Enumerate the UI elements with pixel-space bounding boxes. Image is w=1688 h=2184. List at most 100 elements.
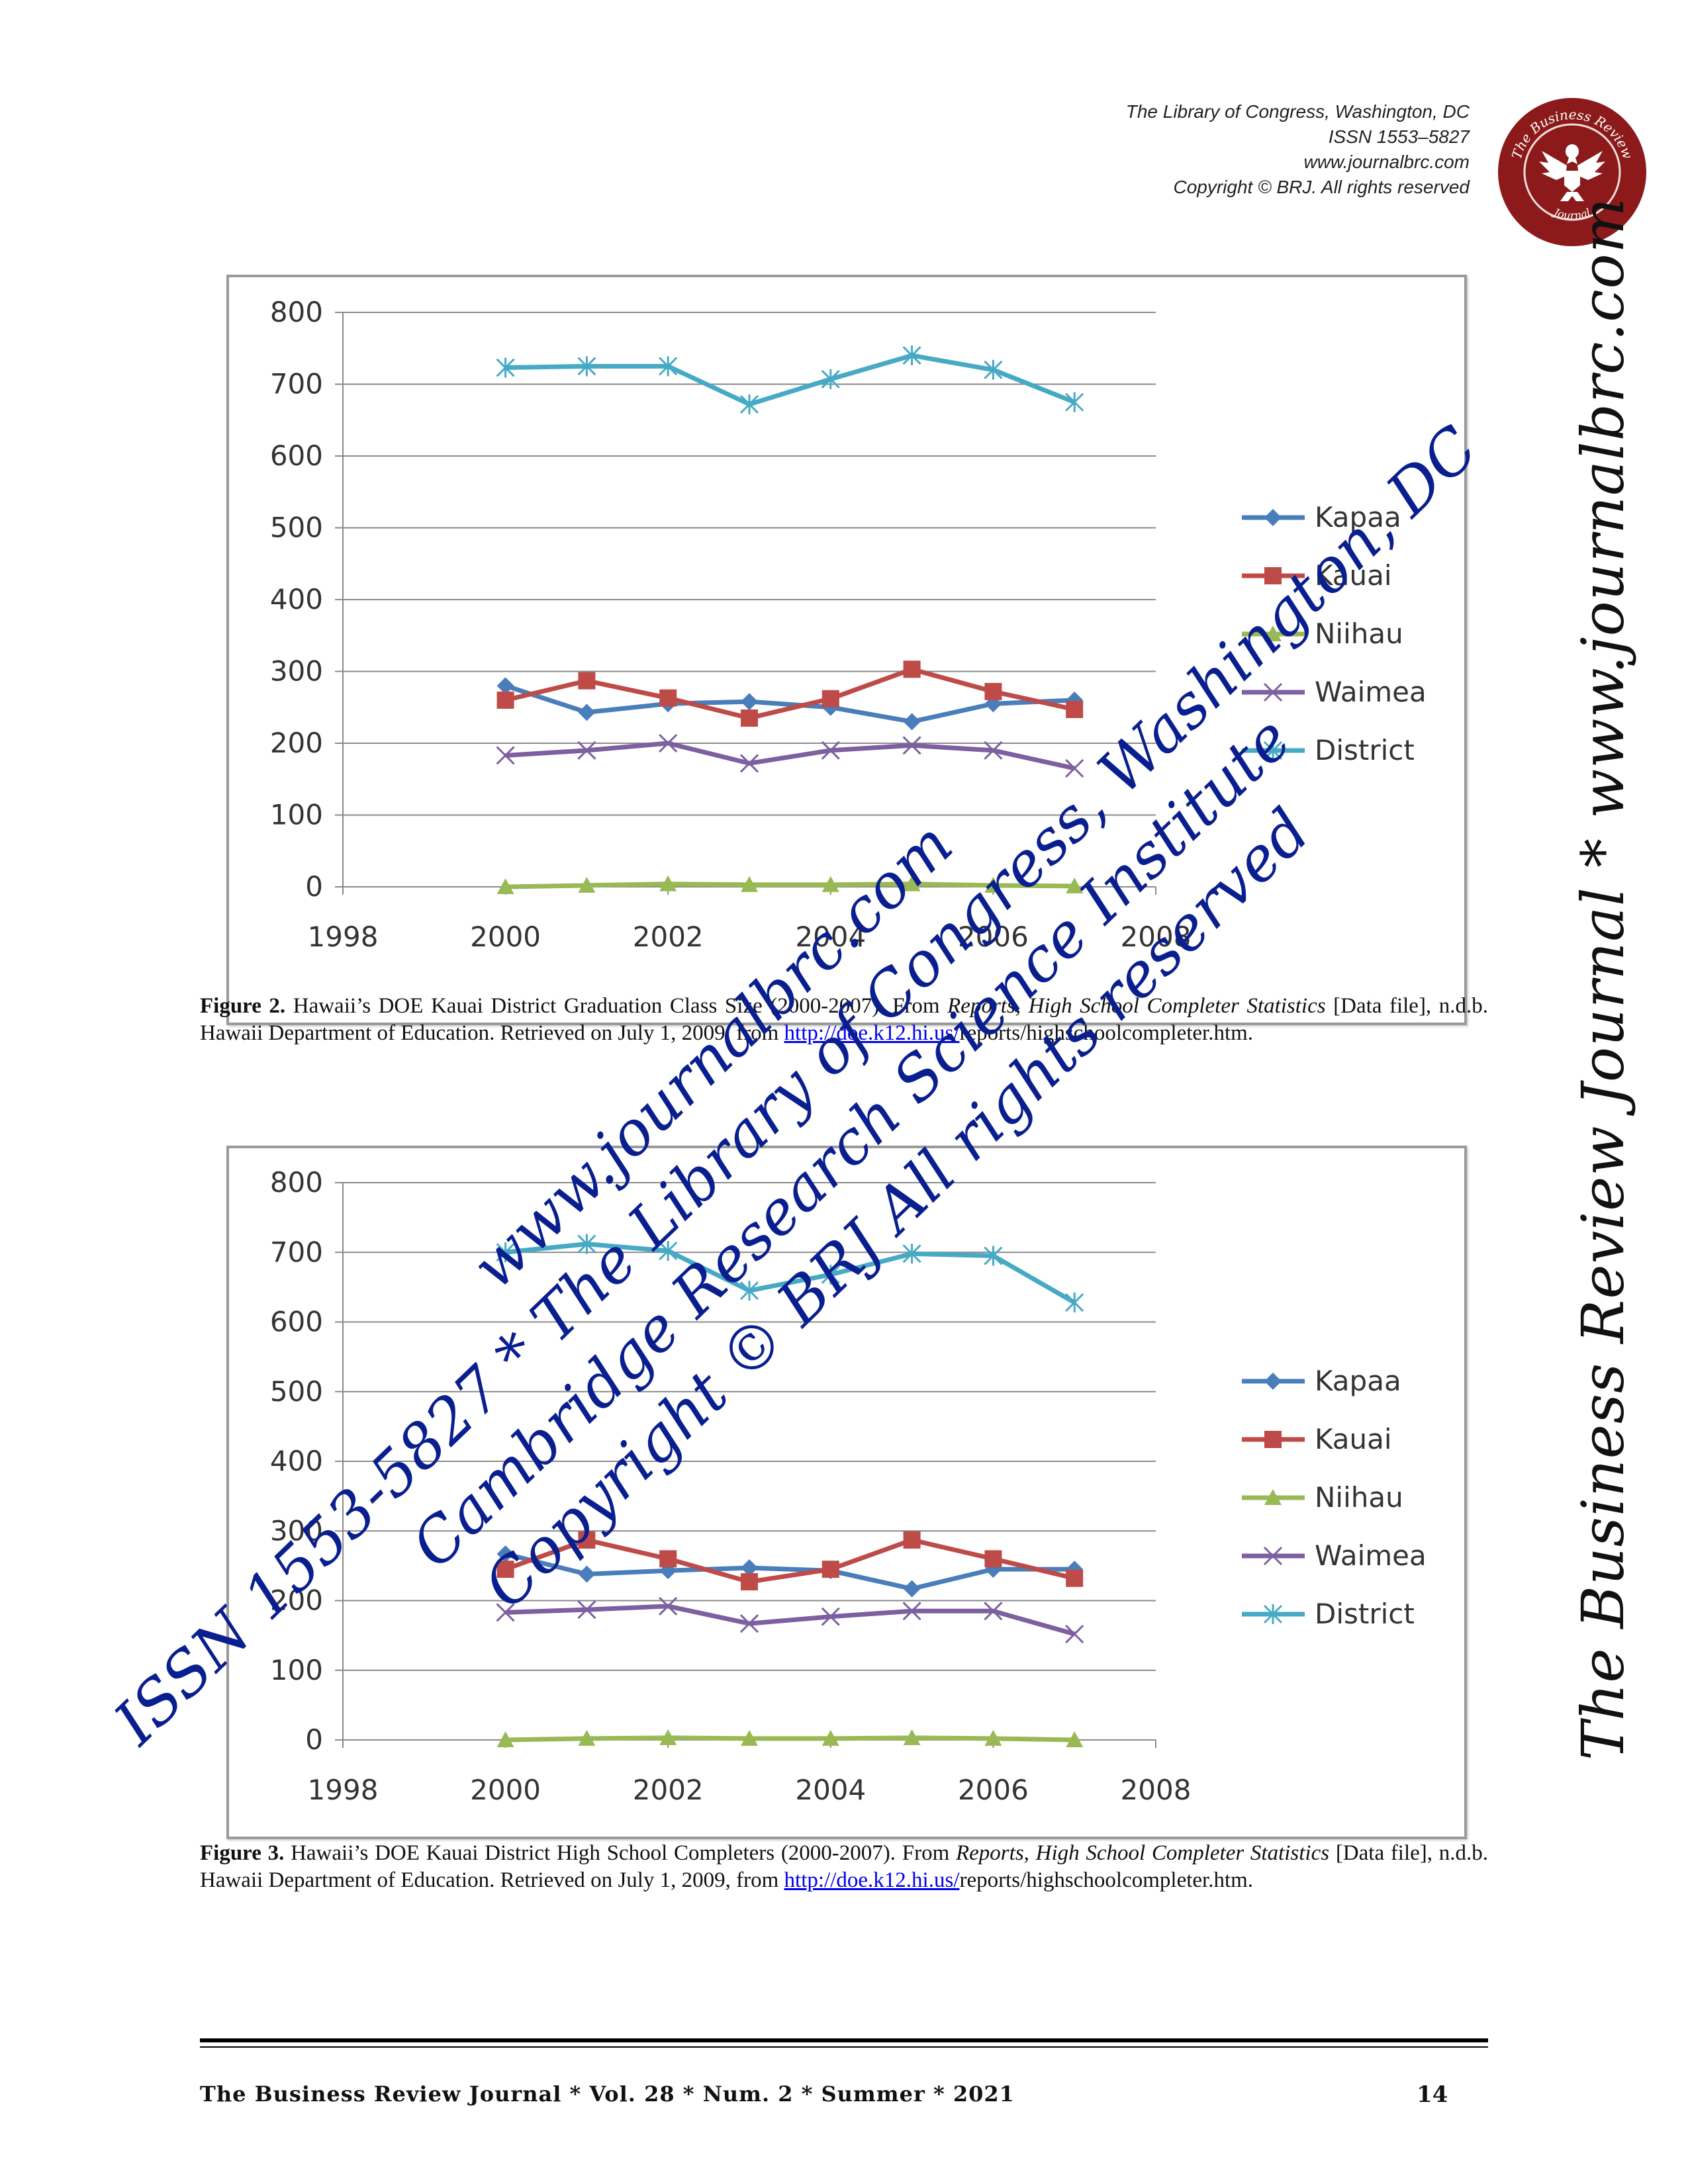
chart1-series-kapaa-point bbox=[578, 704, 596, 721]
chart2-ytick-label: 400 bbox=[270, 1445, 323, 1477]
chart1-ytick-label: 0 bbox=[305, 870, 323, 903]
chart2-series-kauai-point bbox=[741, 1573, 758, 1591]
chart1-series-niihau-point bbox=[496, 878, 514, 894]
chart2-legend-kapaa-marker bbox=[1264, 1373, 1282, 1390]
chart2-series-district-point bbox=[496, 1242, 515, 1263]
footer-rule-thick bbox=[200, 2038, 1488, 2042]
chart2-series-niihau-point bbox=[984, 1729, 1002, 1746]
chart2-series-waimea-point bbox=[739, 1614, 759, 1633]
chart2-series-district-point bbox=[659, 1241, 678, 1261]
chart2-series-district-point bbox=[821, 1264, 840, 1285]
chart2-series-kapaa-point bbox=[741, 1559, 758, 1577]
chart1-series-kauai-point bbox=[496, 691, 514, 709]
chart1-xtick-label: 2006 bbox=[958, 921, 1029, 953]
chart2-xtick-label: 2008 bbox=[1121, 1774, 1192, 1806]
chart1-series-district-point bbox=[577, 356, 596, 377]
chart1-series-district-line bbox=[505, 353, 1076, 407]
chart2-series-kauai-point bbox=[984, 1550, 1002, 1568]
chart1-series-kauai-point bbox=[659, 689, 677, 707]
figure-2-source-link[interactable]: http://doe.k12.hi.us/ bbox=[784, 1021, 960, 1045]
chart2-series-waimea-line bbox=[505, 1604, 1076, 1637]
chart2-xtick-label: 1998 bbox=[308, 1774, 379, 1806]
chart1-series-kapaa-point bbox=[741, 693, 758, 711]
chart1-series-waimea-point bbox=[821, 741, 840, 760]
chart1-series-niihau-point bbox=[984, 876, 1002, 893]
chart1-legend-district-marker bbox=[1263, 741, 1283, 760]
figure-3-caption-rest: [Data file], n.d.b. Hawaii Department of… bbox=[200, 1841, 1488, 1892]
figure-2-line-chart: 0 100 200 300 400 500 600 700 800 1998 2000 2002 200… bbox=[270, 296, 1427, 953]
side-journal-banner: The Business Review Journal * www.journa… bbox=[1569, 197, 1637, 1760]
chart2-series-waimea-point bbox=[902, 1602, 921, 1621]
chart2-legend-waimea-marker bbox=[1263, 1546, 1283, 1566]
chart1-ytick-label: 700 bbox=[270, 368, 323, 400]
header-issn: ISSN 1553–5827 bbox=[1328, 126, 1470, 147]
chart1-legend-district-label: District bbox=[1315, 734, 1415, 766]
chart1-series-niihau-point bbox=[1066, 877, 1084, 893]
chart1-ytick-label: 200 bbox=[270, 727, 323, 759]
chart2-legend-niihau-label: Niihau bbox=[1315, 1481, 1403, 1514]
figure-3-source-title: Reports, High School Completer Statistic… bbox=[956, 1841, 1330, 1865]
chart1-ytick-label: 500 bbox=[270, 512, 323, 544]
figure-3-chart: 0 100 200 300 400 500 600 700 800 1998 2000 2002 200… bbox=[226, 1146, 1467, 1839]
chart1-series-waimea-point bbox=[577, 741, 596, 760]
footer-journal-info: The Business Review Journal * Vol. 28 * … bbox=[200, 2081, 1015, 2107]
chart2-series-kauai-point bbox=[903, 1531, 921, 1549]
chart2-series-kapaa-point bbox=[496, 1545, 514, 1563]
chart1-series-niihau-line bbox=[505, 882, 1075, 889]
chart2-series-niihau-point bbox=[578, 1729, 596, 1746]
chart2-series-waimea-point bbox=[984, 1602, 1003, 1621]
chart2-legend-district-marker bbox=[1263, 1604, 1283, 1624]
chart2-legend-kauai-marker bbox=[1264, 1431, 1282, 1448]
chart2-series-niihau-point bbox=[741, 1729, 758, 1746]
chart2-xtick-label: 2004 bbox=[795, 1774, 866, 1806]
chart2-series-niihau-line bbox=[505, 1735, 1075, 1743]
figure-3-link-tail: reports/highschoolcompleter.htm. bbox=[959, 1868, 1254, 1892]
figure-3-source-link[interactable]: http://doe.k12.hi.us/ bbox=[784, 1868, 960, 1892]
chart1-ytick-label: 400 bbox=[270, 583, 323, 615]
header-copyright: Copyright © BRJ. All rights reserved bbox=[1173, 177, 1470, 197]
chart1-legend-niihau-label: Niihau bbox=[1315, 617, 1403, 650]
chart1-series-niihau-point bbox=[821, 876, 839, 892]
chart1-series-kapaa-point bbox=[984, 695, 1002, 713]
chart1-series-waimea-line bbox=[505, 741, 1075, 771]
chart1-series-waimea-point bbox=[739, 754, 759, 773]
chart2-legend-niihau-marker bbox=[1264, 1489, 1282, 1505]
chart1-legend-niihau-marker bbox=[1264, 625, 1282, 641]
chart2-series-district-line bbox=[505, 1242, 1076, 1305]
chart1-series-district-point bbox=[496, 357, 515, 378]
chart1-xtick-label: 2000 bbox=[470, 921, 541, 953]
chart1-ytick-label: 100 bbox=[270, 799, 323, 831]
figure-3-caption-text: Hawaii’s DOE Kauai District High School … bbox=[284, 1841, 956, 1865]
chart2-legend-district-label: District bbox=[1315, 1598, 1415, 1630]
chart2-ytick-label: 300 bbox=[270, 1514, 323, 1547]
page-number: 14 bbox=[1417, 2081, 1448, 2108]
figure-2-caption-text: Hawaii’s DOE Kauai District Graduation C… bbox=[285, 994, 948, 1018]
figure-3-label: Figure 3. bbox=[200, 1841, 285, 1865]
chart2-xtick-label: 2002 bbox=[633, 1774, 704, 1806]
chart1-legend-waimea-label: Waimea bbox=[1315, 676, 1427, 708]
chart2-ytick-label: 200 bbox=[270, 1584, 323, 1617]
chart2-series-kapaa-point bbox=[903, 1580, 921, 1598]
chart2-series-niihau-point bbox=[659, 1729, 677, 1745]
chart2-legend-waimea-label: Waimea bbox=[1315, 1539, 1427, 1572]
chart1-series-district-point bbox=[984, 359, 1003, 380]
chart1-legend-kauai-marker bbox=[1264, 567, 1282, 584]
chart1-series-district-point bbox=[739, 394, 759, 414]
chart1-series-kauai-point bbox=[984, 682, 1002, 700]
chart1-series-district-point bbox=[821, 369, 840, 389]
chart2-series-niihau-point bbox=[903, 1729, 921, 1745]
chart2-series-district-point bbox=[902, 1244, 921, 1264]
chart1-series-kauai-line bbox=[504, 666, 1075, 721]
chart2-xtick-label: 2000 bbox=[470, 1774, 541, 1806]
chart2-series-waimea-point bbox=[659, 1596, 678, 1615]
chart2-ytick-label: 500 bbox=[270, 1375, 323, 1408]
chart2-series-kauai-point bbox=[1066, 1569, 1084, 1587]
chart1-ytick-label: 300 bbox=[270, 655, 323, 688]
chart2-ytick-label: 800 bbox=[270, 1166, 323, 1199]
chart2-ytick-label: 100 bbox=[270, 1654, 323, 1686]
figure-2-link-tail: reports/highschoolcompleter.htm. bbox=[959, 1021, 1254, 1045]
chart2-series-niihau-point bbox=[1066, 1731, 1084, 1747]
chart2-series-waimea-point bbox=[1065, 1624, 1084, 1644]
chart1-series-niihau-point bbox=[741, 876, 758, 892]
chart1-series-waimea-point bbox=[984, 741, 1003, 760]
